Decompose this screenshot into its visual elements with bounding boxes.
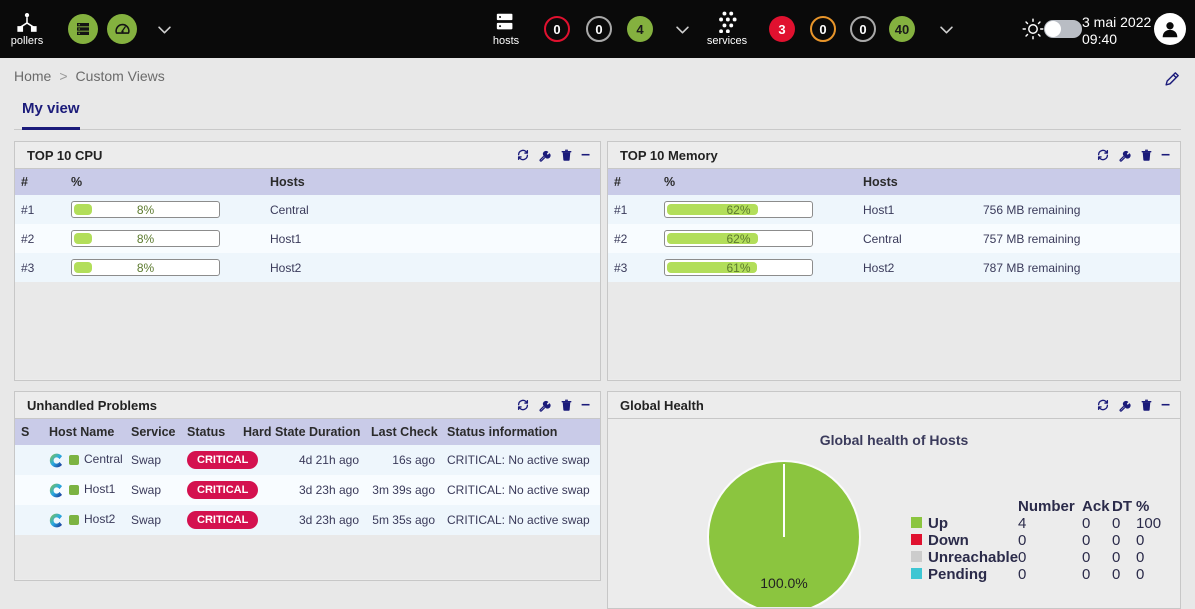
svg-text:100.0%: 100.0% bbox=[760, 575, 807, 591]
